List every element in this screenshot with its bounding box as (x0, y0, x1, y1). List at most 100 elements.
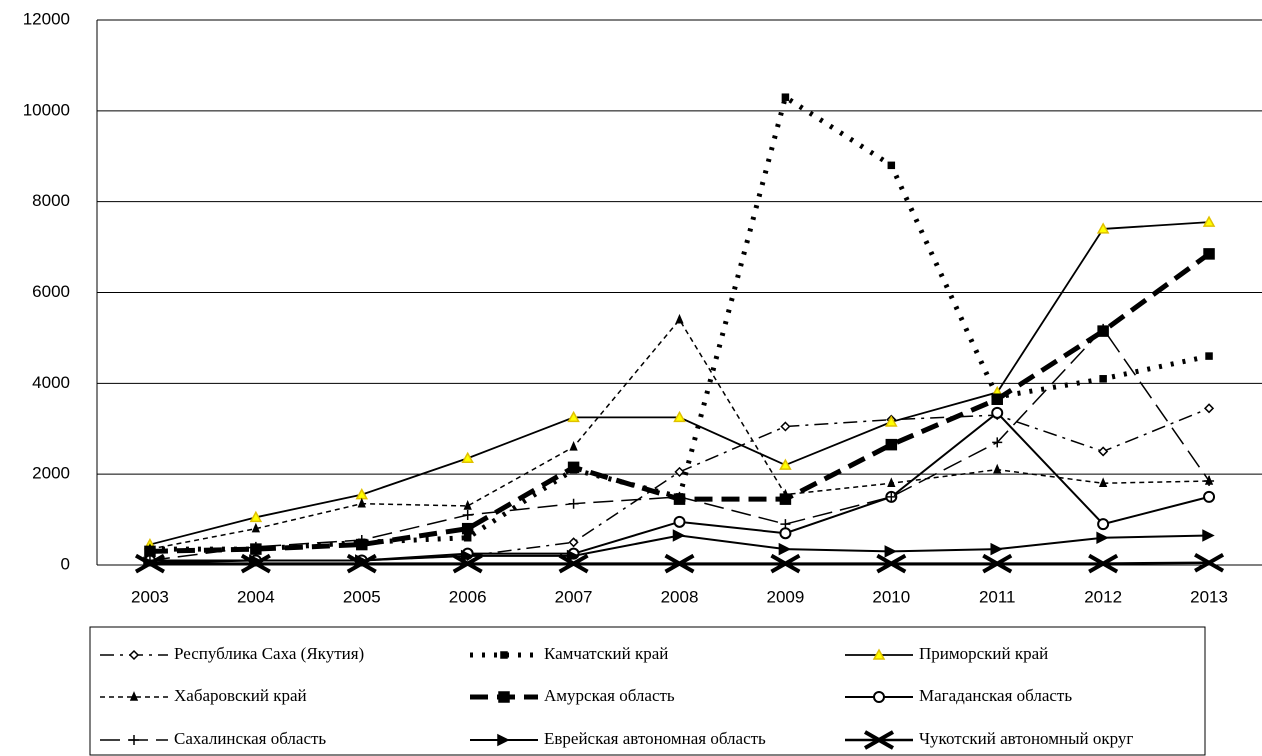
marker (462, 510, 473, 521)
y-tick-label: 4000 (32, 373, 70, 392)
marker (1097, 518, 1110, 531)
marker (991, 406, 1004, 419)
marker (568, 537, 579, 548)
series-line (149, 534, 1210, 564)
marker (240, 553, 271, 574)
marker (250, 541, 261, 552)
x-tick-label: 2013 (1190, 587, 1228, 606)
x-tick-label: 2007 (555, 587, 593, 606)
marker (770, 553, 801, 574)
marker (357, 497, 366, 508)
marker (568, 498, 579, 509)
marker (498, 691, 510, 703)
marker (887, 477, 896, 487)
marker (781, 93, 790, 101)
marker (673, 410, 686, 423)
x-tick-label: 2004 (237, 587, 275, 606)
marker (249, 510, 263, 523)
marker (567, 461, 580, 474)
marker (1203, 248, 1215, 260)
x-tick-label: 2003 (131, 587, 169, 606)
marker (346, 553, 377, 574)
marker (673, 515, 686, 528)
marker (497, 733, 510, 747)
y-tick-label: 0 (61, 554, 70, 573)
marker (779, 527, 792, 540)
marker (780, 421, 791, 432)
marker (778, 542, 792, 556)
marker (460, 549, 474, 563)
marker (873, 691, 885, 703)
marker (461, 451, 474, 464)
marker (569, 441, 578, 451)
y-tick-label: 2000 (32, 464, 70, 483)
marker (886, 491, 897, 502)
marker (1098, 323, 1109, 334)
marker (1088, 553, 1119, 574)
legend-label: Приморский край (919, 644, 1048, 663)
marker (992, 437, 1003, 448)
legend-label: Чукотский автономный округ (919, 729, 1133, 748)
marker (674, 491, 685, 502)
legend-label: Амурская область (544, 686, 675, 705)
marker (779, 458, 792, 470)
marker (1203, 490, 1216, 503)
legend-label: Сахалинская область (174, 729, 326, 748)
marker (885, 438, 898, 451)
marker (129, 691, 139, 701)
marker (1204, 475, 1215, 486)
marker (1099, 477, 1108, 487)
marker (1098, 446, 1109, 457)
marker (134, 553, 165, 574)
marker (780, 519, 791, 530)
marker (500, 651, 508, 659)
marker (675, 313, 684, 324)
marker (1205, 352, 1213, 360)
marker (885, 415, 898, 427)
x-tick-label: 2008 (661, 587, 699, 606)
marker (991, 393, 1003, 405)
marker (876, 553, 907, 574)
legend-label: Хабаровский край (174, 686, 307, 705)
x-tick-label: 2009 (766, 587, 804, 606)
y-tick-label: 10000 (23, 100, 70, 119)
marker (1096, 222, 1110, 234)
marker (993, 463, 1002, 474)
marker (982, 553, 1013, 574)
marker (672, 529, 686, 542)
marker (558, 553, 589, 574)
marker (779, 493, 792, 505)
marker (1194, 552, 1225, 573)
y-tick-label: 8000 (32, 191, 70, 210)
marker (664, 553, 695, 574)
marker (872, 648, 886, 660)
marker (129, 735, 139, 745)
y-tick-label: 6000 (32, 282, 70, 301)
legend-label: Еврейская автономная область (544, 729, 766, 748)
x-tick-label: 2005 (343, 587, 381, 606)
x-tick-label: 2012 (1084, 587, 1122, 606)
marker (567, 410, 580, 423)
legend-label: Магаданская область (919, 686, 1072, 705)
marker (1202, 529, 1215, 542)
marker (1096, 531, 1109, 544)
marker (251, 522, 261, 533)
x-tick-label: 2011 (979, 587, 1016, 606)
marker (887, 161, 896, 170)
marker (884, 545, 897, 558)
marker (990, 542, 1003, 556)
marker (452, 553, 483, 574)
legend-label: Камчатский край (544, 644, 668, 663)
marker (1202, 215, 1216, 227)
marker (463, 534, 472, 542)
x-tick-label: 2010 (872, 587, 910, 606)
marker (461, 522, 474, 535)
legend-box (89, 626, 1206, 756)
marker (1099, 375, 1107, 383)
series-line (149, 318, 1210, 550)
y-tick-label: 12000 (23, 9, 70, 28)
marker (463, 500, 472, 510)
marker (356, 535, 367, 546)
x-tick-label: 2006 (449, 587, 487, 606)
